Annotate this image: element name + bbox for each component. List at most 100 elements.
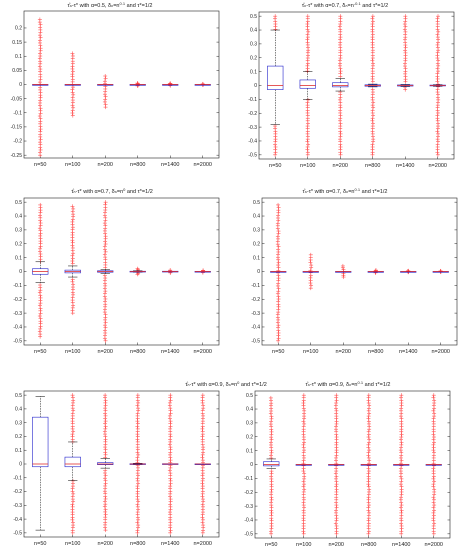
outlier-point — [37, 314, 42, 319]
chart-panel-3: τ̂ₙ-τ* with α=0.7, δₙ=n0 and τ*=1/2 -0.5 -… — [13, 187, 220, 355]
outlier-point — [103, 424, 108, 429]
outlier-point — [103, 215, 108, 220]
outlier-point — [302, 482, 307, 487]
outlier-point — [135, 419, 140, 424]
outlier-point — [38, 98, 43, 103]
y-tick-label: -0.4 — [244, 518, 253, 524]
outlier-point — [276, 252, 281, 257]
outlier-point — [167, 468, 172, 473]
outlier-point — [200, 494, 205, 499]
outlier-point — [103, 393, 108, 398]
axes-frame — [254, 390, 451, 539]
outlier-point — [37, 38, 42, 43]
outlier-point — [366, 484, 371, 489]
outlier-point — [305, 139, 310, 144]
outlier-point — [71, 251, 76, 256]
y-tick-label: 0.2 — [253, 241, 260, 247]
outlier-point — [200, 426, 205, 431]
y-tick-label: -0.15 — [11, 125, 23, 131]
outlier-point — [103, 452, 108, 457]
outlier-point — [367, 448, 372, 453]
outlier-point — [366, 471, 371, 476]
y-tick-label: 0.1 — [15, 54, 22, 60]
outlier-point — [135, 424, 140, 429]
outlier-point — [103, 491, 108, 496]
outlier-point — [435, 137, 440, 142]
outlier-point — [431, 513, 436, 518]
outlier-point — [103, 515, 108, 520]
outlier-point — [70, 243, 75, 248]
outlier-point — [306, 97, 311, 102]
outlier-point — [168, 458, 173, 463]
outlier-point — [399, 435, 404, 440]
outlier-point — [301, 450, 306, 455]
outlier-point — [370, 116, 375, 121]
outlier-point — [301, 435, 306, 440]
outlier-point — [136, 481, 141, 486]
y-tick-label: 0.5 — [250, 14, 257, 20]
outlier-point — [366, 505, 371, 510]
outlier-point — [135, 411, 140, 416]
outlier-point — [276, 213, 281, 218]
outlier-point — [103, 398, 108, 403]
outlier-point — [200, 515, 205, 520]
outlier-point — [269, 429, 274, 434]
outlier-point — [200, 489, 205, 494]
outlier-point — [268, 453, 273, 458]
y-tick-label: 0.2 — [15, 26, 22, 32]
outlier-point — [38, 147, 43, 152]
outlier-point — [338, 108, 343, 113]
y-tick-label: -0.3 — [251, 311, 260, 317]
x-category-label: n=100 — [303, 349, 318, 355]
outlier-point — [370, 118, 375, 123]
outlier-point — [436, 131, 441, 136]
outlier-point — [301, 531, 306, 536]
outlier-point — [338, 137, 343, 142]
outlier-point — [38, 90, 43, 95]
outlier-point — [135, 476, 140, 481]
outlier-point — [201, 413, 206, 418]
x-category-label: n=200 — [98, 349, 113, 355]
outlier-point — [38, 25, 43, 30]
outlier-point — [103, 223, 108, 228]
outlier-point — [403, 45, 408, 50]
outlier-point — [431, 416, 436, 421]
outlier-point — [70, 311, 75, 316]
outlier-point — [70, 51, 75, 56]
outlier-point — [38, 137, 43, 142]
outlier-point — [135, 478, 140, 483]
outlier-point — [103, 312, 108, 317]
outlier-point — [201, 403, 206, 408]
y-tick-label: 0.3 — [15, 420, 22, 426]
outlier-point — [102, 328, 107, 333]
outlier-point — [432, 398, 437, 403]
y-tick-label: -0.2 — [248, 111, 257, 117]
outlier-point — [136, 406, 141, 411]
outlier-point — [432, 503, 437, 508]
outlier-point — [38, 228, 43, 233]
outlier-point — [102, 476, 107, 481]
outlier-point — [334, 419, 339, 424]
outlier-point — [431, 437, 436, 442]
x-category-label: n=50 — [34, 541, 46, 547]
outlier-point — [370, 22, 375, 27]
outlier-point — [37, 33, 42, 38]
outlier-point — [37, 64, 42, 69]
outlier-point — [103, 483, 108, 488]
outlier-point — [302, 471, 307, 476]
outlier-point — [167, 400, 172, 405]
outlier-point — [275, 221, 280, 226]
outlier-point — [338, 27, 343, 32]
y-tick-label: -0.2 — [13, 297, 22, 303]
outlier-point — [301, 508, 306, 513]
x-category-label: n=200 — [98, 541, 113, 547]
outlier-point — [38, 283, 43, 288]
outlier-point — [276, 265, 281, 270]
y-tick-label: 0.1 — [253, 255, 260, 261]
x-category-label: n=800 — [130, 541, 145, 547]
y-tick-label: -0.5 — [248, 153, 257, 159]
outlier-point — [399, 516, 404, 521]
outlier-point — [103, 249, 108, 254]
chart-panel-1: τ̂ₙ-τ* with α=0.5, δₙ=n0.1 and τ*=1/2 -0.… — [11, 1, 220, 168]
outlier-point — [102, 252, 107, 257]
